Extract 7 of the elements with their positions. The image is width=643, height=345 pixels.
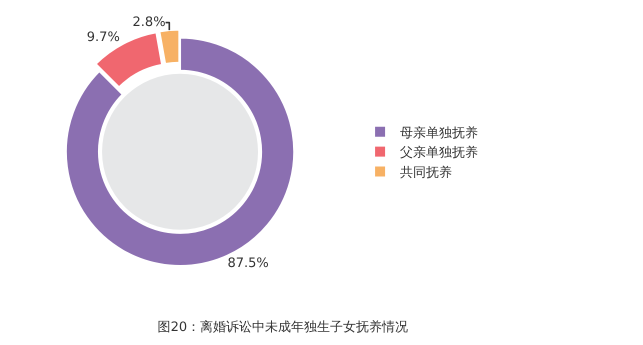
data-label: 87.5% bbox=[227, 256, 269, 272]
legend-label: 母亲单独抚养 bbox=[400, 124, 478, 141]
data-label: 9.7% bbox=[86, 30, 120, 46]
legend-label: 共同抚养 bbox=[400, 164, 452, 181]
legend-label: 父亲单独抚养 bbox=[400, 144, 478, 161]
data-label: 2.8% bbox=[132, 15, 166, 30]
text: 图20：离婚诉讼中未成年独生子女抚养情况 bbox=[158, 319, 408, 336]
